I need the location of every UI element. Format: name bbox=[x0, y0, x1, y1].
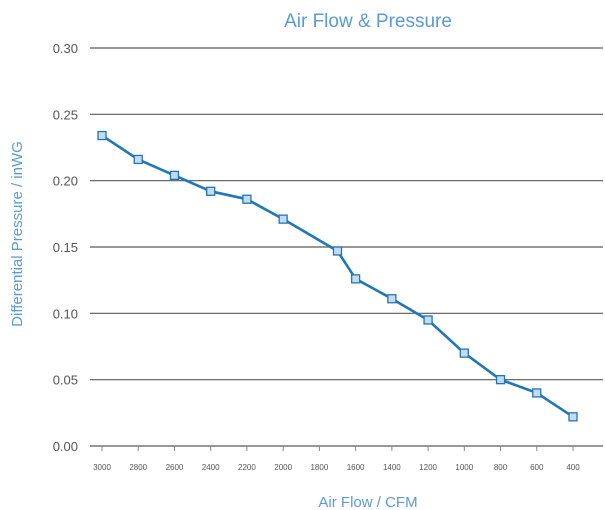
y-tick-labels: 0.00 0.05 0.10 0.15 0.20 0.25 0.30 bbox=[53, 41, 78, 454]
data-point bbox=[459, 348, 469, 358]
x-tick-label: 600 bbox=[530, 463, 544, 472]
x-tick-label: 3000 bbox=[93, 463, 111, 472]
x-tick-label: 800 bbox=[494, 463, 508, 472]
gridlines bbox=[90, 47, 603, 447]
series-line bbox=[101, 134, 574, 418]
data-point bbox=[568, 412, 578, 422]
x-tick-label: 2000 bbox=[274, 463, 292, 472]
data-point bbox=[133, 154, 143, 165]
y-tick-label: 0.30 bbox=[53, 41, 78, 56]
y-tick-label: 0.20 bbox=[53, 174, 78, 189]
x-axis-title: Air Flow / CFM bbox=[318, 494, 417, 510]
series-group bbox=[97, 130, 578, 422]
x-tick-label: 1400 bbox=[383, 463, 401, 472]
data-point bbox=[97, 130, 107, 141]
x-tick-label: 400 bbox=[566, 463, 580, 472]
data-point bbox=[242, 194, 252, 204]
x-tick-label: 2600 bbox=[166, 463, 184, 472]
y-tick-label: 0.00 bbox=[53, 439, 78, 454]
data-point bbox=[495, 375, 506, 385]
x-tick-label: 2200 bbox=[238, 463, 256, 472]
data-point bbox=[387, 294, 397, 304]
data-point bbox=[423, 315, 433, 325]
y-tick-label: 0.10 bbox=[53, 306, 78, 321]
x-tick-label: 1000 bbox=[455, 463, 473, 472]
y-axis-title: Differential Pressure / inWG bbox=[9, 141, 26, 327]
data-point bbox=[206, 186, 216, 196]
y-tick-label: 0.15 bbox=[53, 240, 78, 255]
data-point bbox=[532, 388, 542, 398]
x-tick-label: 1600 bbox=[347, 463, 365, 472]
x-tick-label: 1200 bbox=[419, 463, 437, 472]
data-point bbox=[350, 274, 361, 284]
y-tick-label: 0.05 bbox=[53, 373, 78, 388]
x-tick-label: 2800 bbox=[129, 463, 147, 472]
data-point bbox=[278, 214, 288, 224]
x-tick-label: 2400 bbox=[202, 463, 220, 472]
x-tick-labels: 3000 2800 2600 2400 2200 2000 1800 1600 1400 1200… bbox=[93, 446, 580, 472]
y-tick-label: 0.25 bbox=[53, 107, 78, 122]
data-point bbox=[332, 246, 343, 256]
chart-title: Air Flow & Pressure bbox=[284, 11, 452, 32]
data-point bbox=[169, 170, 180, 181]
x-tick-label: 1800 bbox=[310, 463, 328, 472]
